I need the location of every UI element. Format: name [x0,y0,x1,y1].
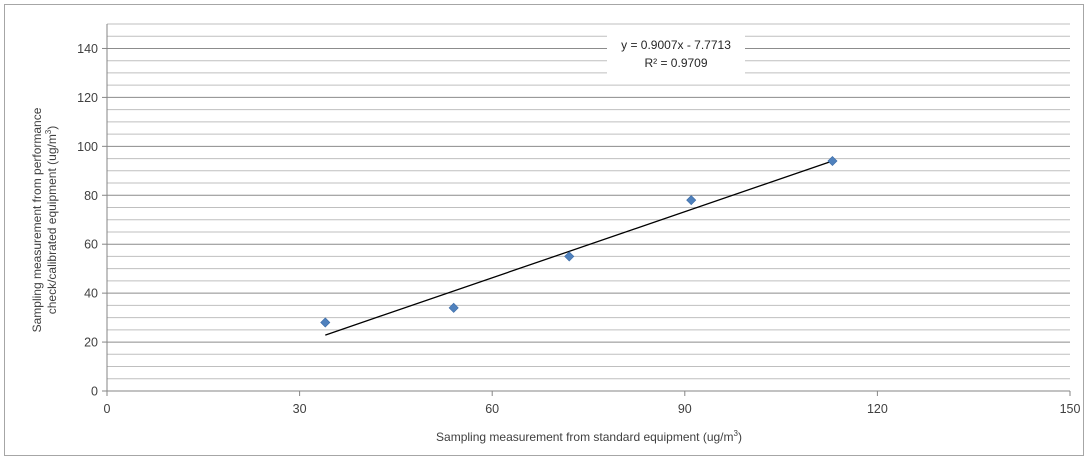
data-points [320,155,838,328]
data-point [827,155,838,167]
y-tick-label: 100 [77,140,98,154]
y-axis-title-line2: check/calibrated equipment (ug/m3) [44,126,59,315]
trendline-equation: y = 0.9007x - 7.7713 [621,38,731,52]
trendline-group [325,160,833,336]
x-tick-label: 150 [1060,402,1081,416]
y-tick-label: 60 [84,238,98,252]
axes [106,24,1070,392]
x-tick-label: 120 [867,402,888,416]
data-point [564,251,575,262]
y-tick-label: 80 [84,189,98,203]
trendline [325,160,833,336]
y-tick-label: 0 [91,385,98,399]
x-tick-label: 30 [293,402,307,416]
y-tick-label: 40 [84,287,98,301]
y-axis-title-line1: Sampling measurement from performance [30,107,44,332]
r-squared-label: R² = 0.9709 [644,56,707,70]
x-tick-label: 60 [485,402,499,416]
y-tick-label: 120 [77,91,98,105]
x-tick-labels: 0 30 60 90 120 150 [104,391,1081,416]
y-tick-label: 140 [77,42,98,56]
data-point [448,302,459,313]
trendline-equation-box: y = 0.9007x - 7.7713 R² = 0.9709 [607,34,745,74]
y-axis-title: Sampling measurement from performance ch… [30,107,59,332]
data-point [320,317,331,328]
y-tick-label: 20 [84,336,98,350]
gridlines [107,23,1070,380]
y-tick-labels: 0 20 40 60 80 100 120 140 [77,42,107,399]
data-point [686,195,697,206]
x-tick-label: 0 [104,402,111,416]
chart-area [4,4,1084,456]
x-axis-title: Sampling measurement from standard equip… [436,429,742,444]
equation-background [607,34,745,74]
x-tick-label: 90 [678,402,692,416]
